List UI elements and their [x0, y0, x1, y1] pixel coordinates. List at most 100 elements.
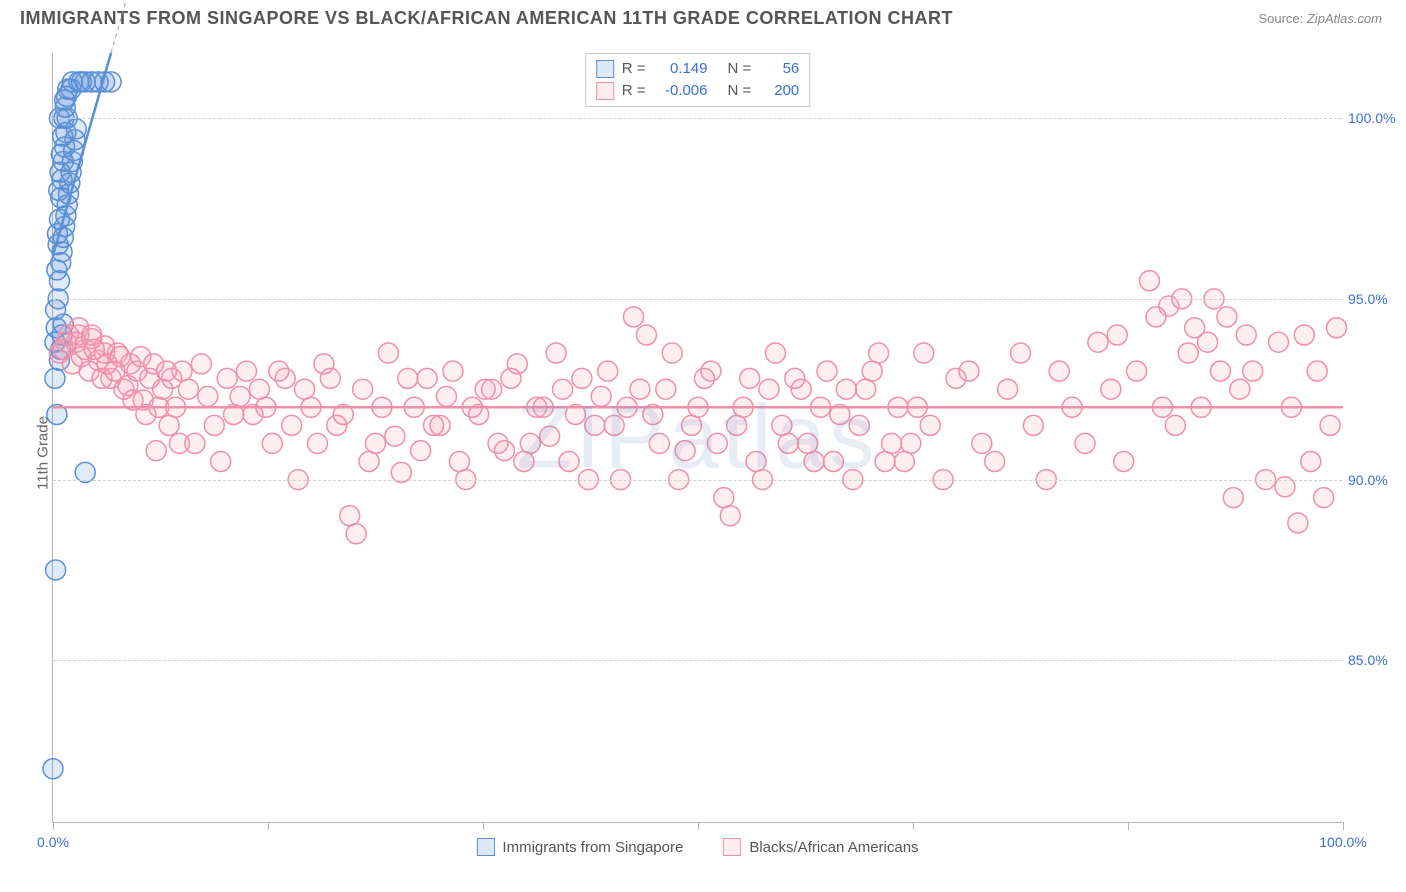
scatter-point-black [398, 368, 418, 388]
source-prefix: Source: [1258, 11, 1306, 26]
scatter-point-black [798, 433, 818, 453]
scatter-point-black [378, 343, 398, 363]
scatter-point-black [875, 451, 895, 471]
scatter-point-black [159, 415, 179, 435]
scatter-point-black [598, 361, 618, 381]
scatter-point-singapore [49, 180, 69, 200]
scatter-point-black [972, 433, 992, 453]
y-axis-label: 11th Grade [34, 416, 51, 490]
scatter-point-black [656, 379, 676, 399]
scatter-point-black [237, 361, 257, 381]
scatter-point-black [759, 379, 779, 399]
scatter-point-singapore [50, 162, 70, 182]
scatter-point-black [707, 433, 727, 453]
xtick-label: 100.0% [1319, 834, 1366, 850]
scatter-point-black [1301, 451, 1321, 471]
scatter-point-black [1217, 307, 1237, 327]
legend-label: Immigrants from Singapore [502, 839, 683, 856]
legend-r-label: R = [622, 58, 646, 80]
legend-item-singapore: Immigrants from Singapore [476, 838, 683, 856]
scatter-point-singapore [45, 368, 65, 388]
scatter-point-black [882, 433, 902, 453]
scatter-point-black [804, 451, 824, 471]
scatter-point-black [559, 451, 579, 471]
source-link[interactable]: ZipAtlas.com [1307, 11, 1382, 26]
scatter-point-black [1198, 332, 1218, 352]
xtick [268, 822, 269, 830]
scatter-point-black [475, 379, 495, 399]
gridline-h [53, 299, 1342, 300]
chart-title: IMMIGRANTS FROM SINGAPORE VS BLACK/AFRIC… [20, 8, 953, 29]
scatter-point-black [869, 343, 889, 363]
scatter-point-black [1314, 488, 1334, 508]
scatter-point-black [1075, 433, 1095, 453]
scatter-point-black [443, 361, 463, 381]
scatter-point-singapore [47, 260, 67, 280]
scatter-point-black [740, 368, 760, 388]
legend-label: Blacks/African Americans [749, 839, 918, 856]
scatter-point-singapore [46, 560, 66, 580]
xtick [913, 822, 914, 830]
scatter-point-black [604, 415, 624, 435]
scatter-point-black [269, 361, 289, 381]
scatter-point-black [553, 379, 573, 399]
scatter-point-black [778, 433, 798, 453]
scatter-point-singapore [71, 72, 91, 92]
gridline-h [53, 118, 1342, 119]
scatter-point-black [985, 451, 1005, 471]
xtick [1343, 822, 1344, 830]
chart-area: 11th Grade ZIPatlas R =0.149N =56R =-0.0… [0, 33, 1406, 873]
scatter-point-black [817, 361, 837, 381]
scatter-point-black [662, 343, 682, 363]
chart-header: IMMIGRANTS FROM SINGAPORE VS BLACK/AFRIC… [0, 0, 1406, 33]
scatter-point-black [198, 386, 218, 406]
legend-row-black: R =-0.006N =200 [596, 80, 800, 102]
scatter-point-black [385, 426, 405, 446]
legend-swatch-black [596, 82, 614, 100]
series-legend: Immigrants from Singapore Blacks/African … [476, 838, 918, 856]
scatter-point-black [230, 386, 250, 406]
xtick [53, 822, 54, 830]
legend-r-label: R = [622, 80, 646, 102]
legend-r-value: -0.006 [658, 80, 708, 102]
scatter-point-black [772, 415, 792, 435]
scatter-point-black [765, 343, 785, 363]
scatter-point-black [1210, 361, 1230, 381]
scatter-point-black [178, 379, 198, 399]
scatter-point-black [836, 379, 856, 399]
scatter-point-black [340, 506, 360, 526]
gridline-h [53, 660, 1342, 661]
scatter-point-black [110, 347, 130, 367]
scatter-point-black [1230, 379, 1250, 399]
scatter-point-black [501, 368, 521, 388]
legend-swatch-singapore [476, 838, 494, 856]
scatter-point-black [211, 451, 231, 471]
scatter-point-singapore [51, 144, 71, 164]
scatter-point-black [572, 368, 592, 388]
scatter-point-black [282, 415, 302, 435]
scatter-point-black [1294, 325, 1314, 345]
scatter-point-black [320, 368, 340, 388]
scatter-point-black [720, 506, 740, 526]
scatter-point-black [1107, 325, 1127, 345]
scatter-point-black [1307, 361, 1327, 381]
scatter-point-black [1178, 343, 1198, 363]
scatter-point-black [624, 307, 644, 327]
scatter-point-black [1269, 332, 1289, 352]
legend-n-value: 200 [763, 80, 799, 102]
scatter-point-black [411, 441, 431, 461]
scatter-point-black [1288, 513, 1308, 533]
chart-source: Source: ZipAtlas.com [1258, 11, 1382, 26]
scatter-point-black [914, 343, 934, 363]
legend-swatch-black [723, 838, 741, 856]
scatter-point-black [204, 415, 224, 435]
scatter-point-black [636, 325, 656, 345]
scatter-point-black [894, 451, 914, 471]
scatter-point-black [488, 433, 508, 453]
scatter-point-black [591, 386, 611, 406]
scatter-point-black [682, 415, 702, 435]
scatter-point-black [746, 451, 766, 471]
scatter-point-singapore [53, 126, 73, 146]
correlation-legend: R =0.149N =56R =-0.006N =200 [585, 53, 811, 107]
legend-swatch-singapore [596, 60, 614, 78]
